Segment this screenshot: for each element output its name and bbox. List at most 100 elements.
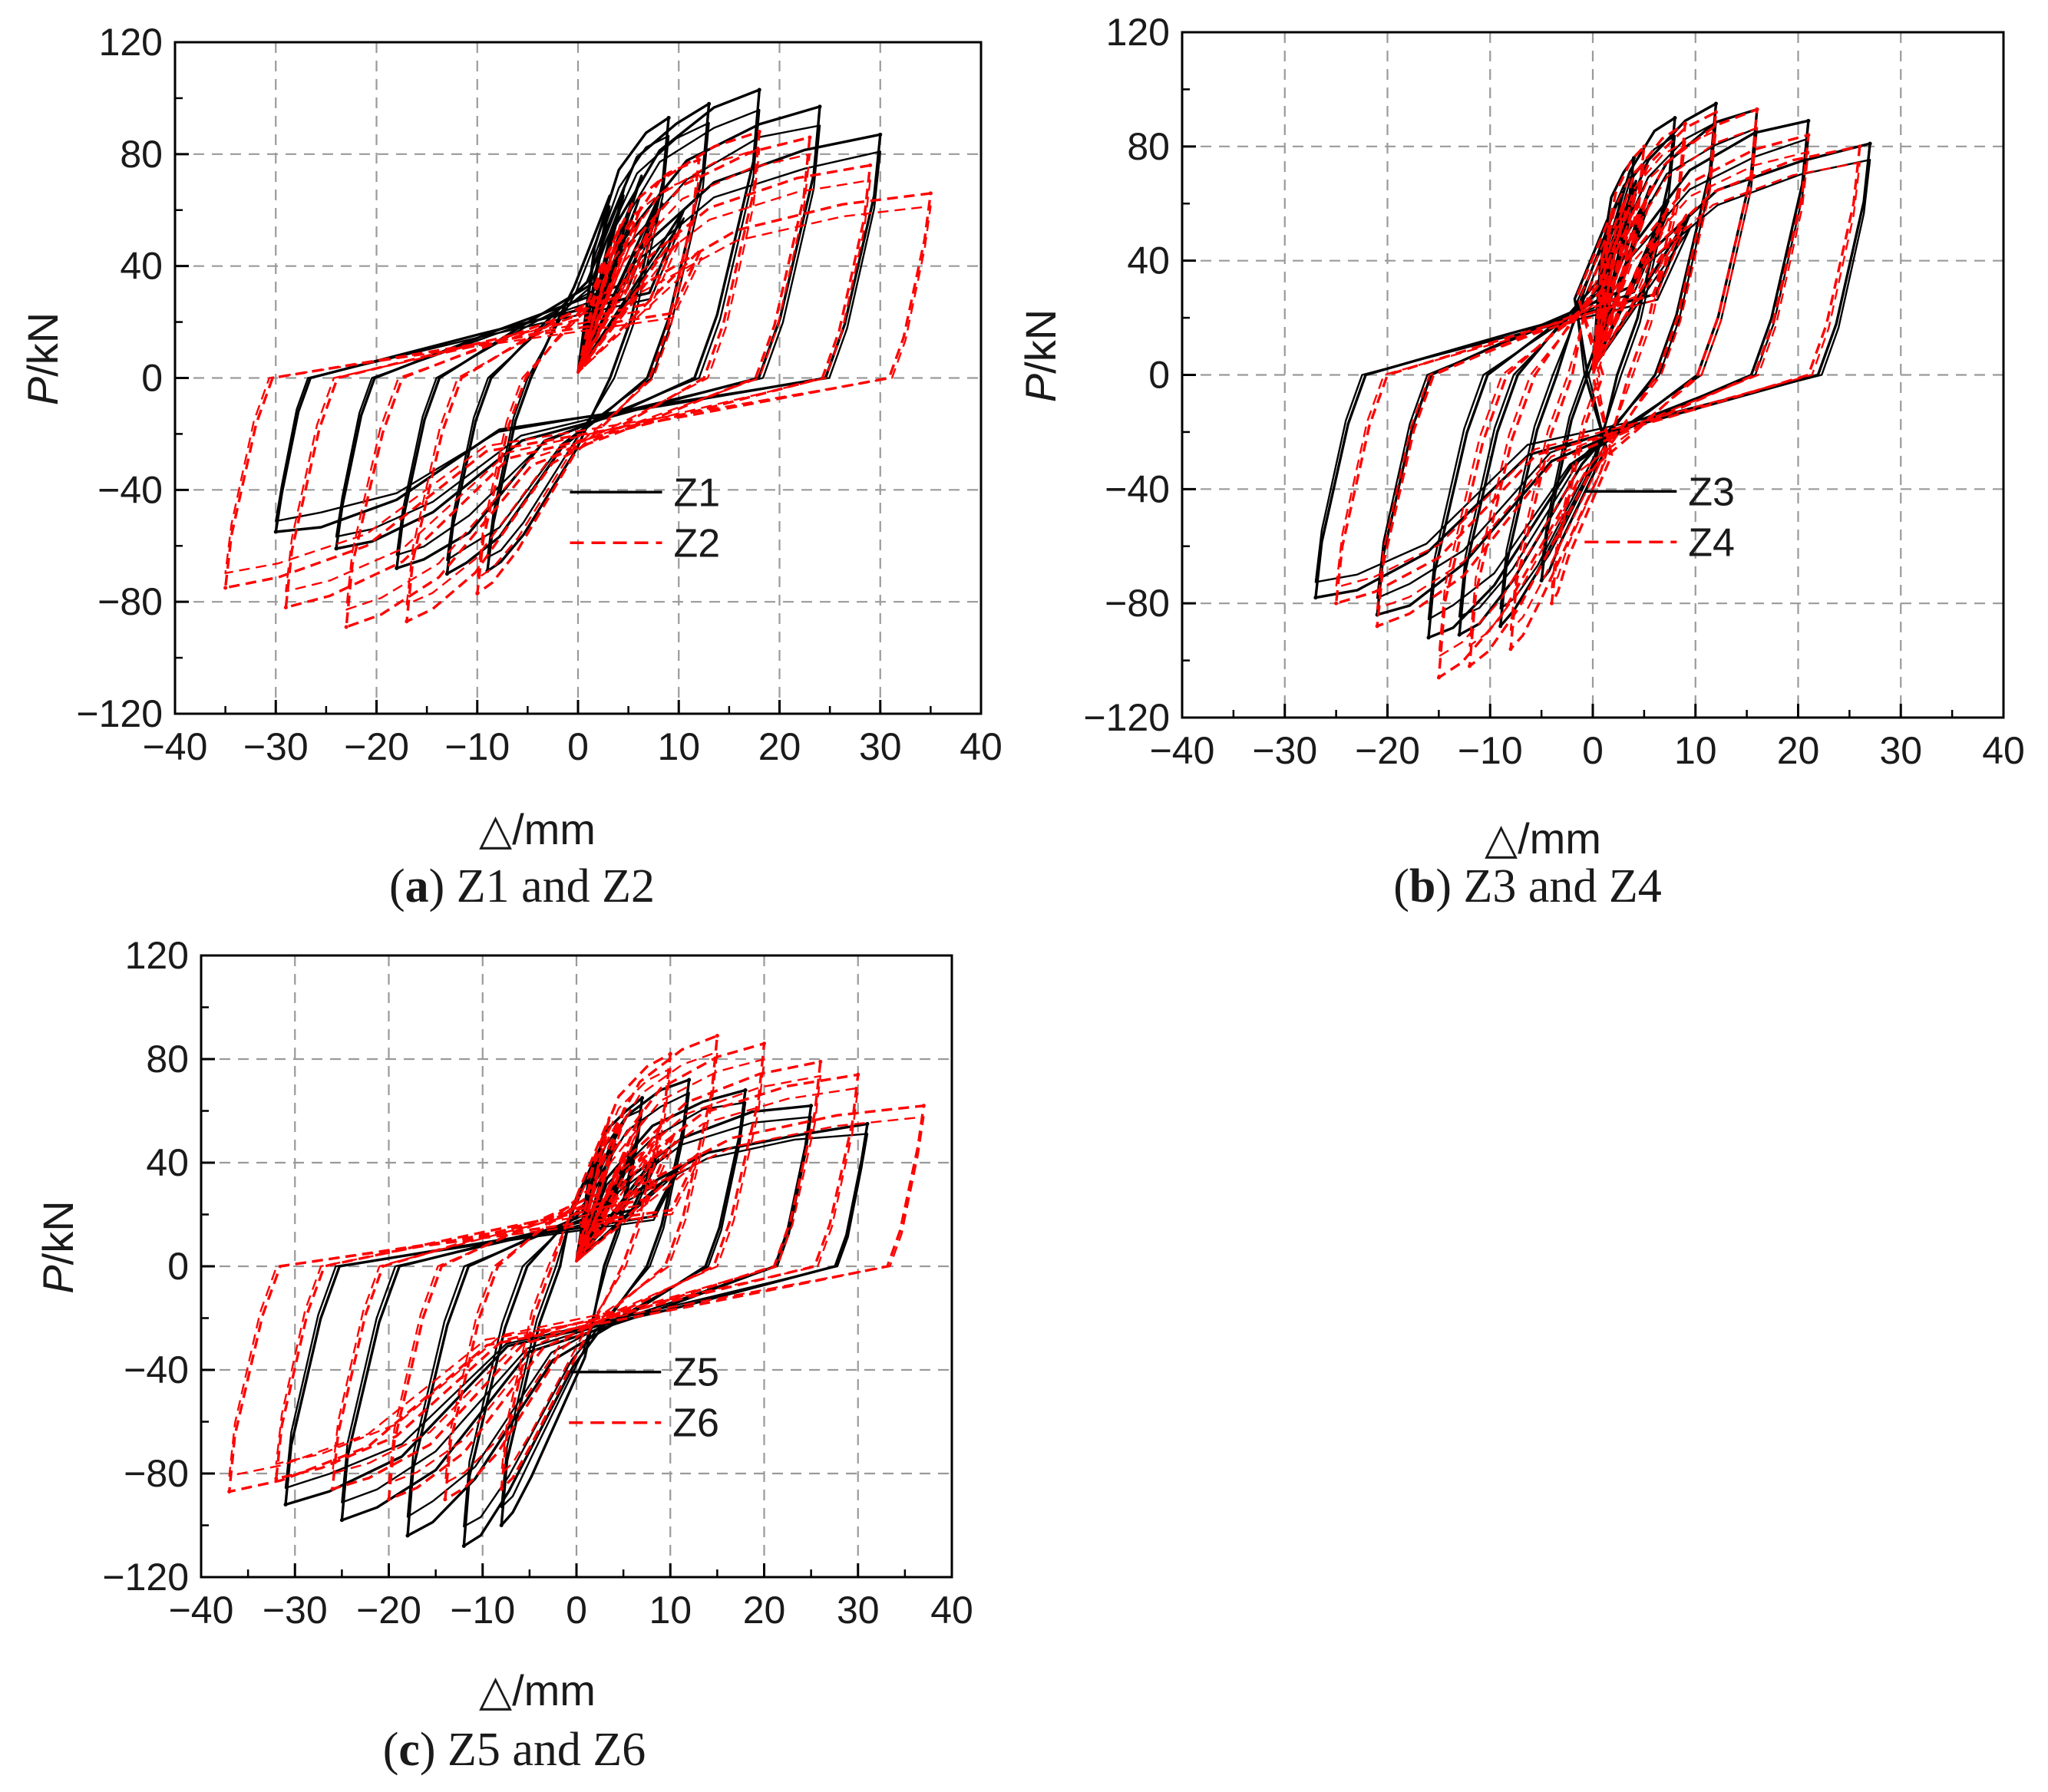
peak-point-Z6 xyxy=(921,1104,926,1108)
y-tick-label: 40 xyxy=(146,1141,189,1184)
hysteresis-loop-Z3 xyxy=(1314,142,1871,599)
valley-point-Z4 xyxy=(1468,664,1472,668)
valley-point-Z5 xyxy=(283,1503,288,1507)
valley-point-Z2 xyxy=(344,625,348,629)
valley-point-Z4 xyxy=(1375,624,1379,629)
hysteresis-loop-Z4 xyxy=(1550,145,1646,605)
legend-label-Z4: Z4 xyxy=(1688,520,1735,565)
y-axis-label-unit: /kN xyxy=(1016,309,1065,374)
x-axis-label: △/mm xyxy=(479,805,596,853)
y-axis-label-variable: P xyxy=(18,377,67,405)
hysteresis-loop-Z6 xyxy=(388,1058,765,1484)
peak-point-Z4 xyxy=(1683,121,1687,126)
hysteresis-loop-Z6 xyxy=(331,1074,821,1475)
x-tick-label: 20 xyxy=(1777,729,1820,772)
y-tick-label: 40 xyxy=(120,245,163,288)
x-tick-label: −20 xyxy=(1355,729,1420,772)
caption-open: ( xyxy=(1393,860,1409,913)
peak-point-Z5 xyxy=(743,1088,748,1092)
valley-point-Z6 xyxy=(227,1490,232,1494)
y-axis-label: P/kN xyxy=(34,1200,82,1293)
valley-point-Z5 xyxy=(461,1544,466,1548)
peak-point-Z4 xyxy=(1858,144,1862,149)
peak-point-Z1 xyxy=(757,87,761,92)
y-tick-label: −40 xyxy=(1105,467,1170,510)
y-tick-label: 80 xyxy=(120,133,163,176)
hysteresis-loop-Z3 xyxy=(1376,119,1810,616)
valley-point-Z1 xyxy=(395,566,399,570)
hysteresis-loop-Z6 xyxy=(500,1052,672,1490)
hysteresis-loop-Z6 xyxy=(444,1051,718,1484)
valley-point-Z2 xyxy=(223,586,228,590)
hysteresis-loop-Z4 xyxy=(1509,122,1687,651)
hysteresis-loop-Z2 xyxy=(345,153,811,611)
hysteresis-loop-Z2 xyxy=(224,205,932,574)
x-tick-label: −10 xyxy=(450,1589,515,1632)
caption-text: Z3 and Z4 xyxy=(1452,860,1662,913)
hysteresis-loop-Z6 xyxy=(228,1104,925,1493)
y-axis-label: P/kN xyxy=(1016,309,1065,402)
y-tick-label: 0 xyxy=(1148,354,1170,397)
hysteresis-loop-Z4 xyxy=(1334,145,1861,605)
hysteresis-loop-Z5 xyxy=(500,1096,644,1527)
y-tick-label: 80 xyxy=(1127,125,1170,168)
peak-point-Z1 xyxy=(666,115,671,120)
peak-point-Z4 xyxy=(1714,110,1718,114)
peak-point-Z4 xyxy=(1755,107,1759,111)
x-tick-label: −10 xyxy=(444,725,510,768)
peak-point-Z6 xyxy=(762,1041,766,1046)
caption-open: ( xyxy=(389,860,405,913)
hysteresis-loop-Z4 xyxy=(1376,134,1810,628)
x-tick-label: 10 xyxy=(657,725,700,768)
peak-point-Z3 xyxy=(1868,141,1872,146)
panel-caption: (c) Z5 and Z6 xyxy=(383,1724,646,1776)
hysteresis-loop-Z6 xyxy=(275,1073,860,1480)
x-tick-label: −30 xyxy=(1252,729,1317,772)
x-tick-label: 10 xyxy=(1674,729,1717,772)
hysteresis-loop-Z6 xyxy=(228,1116,925,1477)
caption-letter: a xyxy=(405,860,429,913)
x-axis-label: △/mm xyxy=(479,1666,596,1714)
valley-point-Z5 xyxy=(405,1533,410,1538)
hysteresis-loop-Z2 xyxy=(405,130,761,623)
hysteresis-loop-Z2 xyxy=(476,158,701,595)
x-tick-label: −40 xyxy=(1150,729,1215,772)
valley-point-Z6 xyxy=(274,1477,279,1481)
caption-text: Z1 and Z2 xyxy=(444,860,655,913)
hysteresis-loop-Z4 xyxy=(1335,161,1861,589)
x-axis-label: △/mm xyxy=(1485,814,1601,863)
valley-point-Z1 xyxy=(334,546,339,551)
x-tick-label: −30 xyxy=(243,725,309,768)
valley-point-Z2 xyxy=(405,619,409,624)
hysteresis-loop-Z1 xyxy=(275,150,881,523)
x-tick-label: 40 xyxy=(930,1589,973,1632)
valley-point-Z1 xyxy=(444,572,449,576)
x-tick-label: 20 xyxy=(743,1589,786,1632)
legend-label-Z2: Z2 xyxy=(674,521,721,566)
valley-point-Z1 xyxy=(273,530,278,534)
valley-point-Z4 xyxy=(1436,675,1441,680)
x-tick-label: −40 xyxy=(169,1589,234,1632)
y-axis-label: P/kN xyxy=(18,312,67,405)
panel-caption: (a) Z1 and Z2 xyxy=(389,860,655,913)
peak-point-Z3 xyxy=(1673,116,1677,120)
y-tick-label: −80 xyxy=(1105,582,1170,625)
legend-label-Z3: Z3 xyxy=(1688,470,1735,514)
y-tick-label: −40 xyxy=(124,1348,189,1391)
valley-point-Z2 xyxy=(283,605,288,609)
valley-point-Z3 xyxy=(1426,635,1431,640)
x-tick-label: 30 xyxy=(859,725,902,768)
valley-point-Z6 xyxy=(387,1497,391,1502)
y-axis-label-variable: P xyxy=(34,1265,82,1293)
hysteresis-loop-Z2 xyxy=(476,173,700,579)
valley-point-Z6 xyxy=(499,1487,504,1491)
peak-point-Z2 xyxy=(868,163,873,167)
valley-point-Z2 xyxy=(475,591,480,596)
y-tick-label: −120 xyxy=(76,692,163,735)
x-tick-label: 0 xyxy=(1582,729,1604,772)
x-tick-label: −20 xyxy=(356,1589,421,1632)
peak-point-Z2 xyxy=(757,130,761,134)
x-tick-label: 0 xyxy=(567,725,589,768)
y-tick-label: −120 xyxy=(102,1556,189,1599)
hysteresis-loop-Z5 xyxy=(284,1122,869,1507)
